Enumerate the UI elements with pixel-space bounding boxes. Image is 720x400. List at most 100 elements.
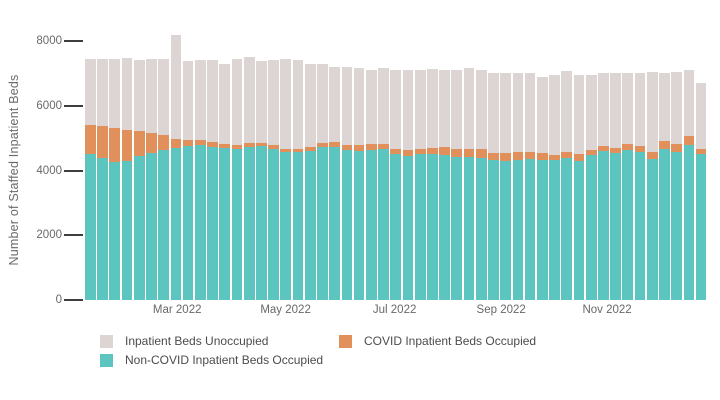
bar-segment-noncovid-occupied [573, 160, 585, 300]
bar-2022-11-04[interactable] [610, 72, 621, 300]
bar-segment-covid-occupied [463, 148, 475, 157]
bar-segment-unoccupied [317, 63, 328, 143]
bar-segment-noncovid-occupied [475, 157, 487, 300]
bar-2022-12-23[interactable] [695, 82, 707, 300]
bar-2022-04-01[interactable] [231, 58, 243, 300]
bar-2022-08-19[interactable] [475, 69, 487, 300]
bar-segment-noncovid-occupied [634, 151, 646, 300]
bar-segment-unoccupied [512, 73, 524, 153]
bar-2022-02-25[interactable] [170, 34, 182, 300]
bar-segment-covid-occupied [390, 148, 402, 154]
bar-2022-06-24[interactable] [378, 67, 389, 300]
bar-2022-12-09[interactable] [671, 72, 683, 300]
legend-item-noncovid-occupied[interactable]: Non-COVID Inpatient Beds Occupied [100, 353, 323, 367]
bar-segment-unoccupied [146, 58, 157, 133]
bar-2022-01-21[interactable] [109, 58, 121, 300]
bar-2022-04-29[interactable] [280, 58, 292, 300]
bar-segment-noncovid-occupied [292, 152, 304, 300]
bar-2022-06-03[interactable] [341, 67, 353, 300]
bar-2022-07-22[interactable] [427, 69, 438, 300]
bar-2022-01-28[interactable] [121, 57, 133, 300]
bar-2022-10-28[interactable] [598, 73, 609, 300]
bar-2022-09-23[interactable] [536, 76, 548, 300]
bar-segment-noncovid-occupied [659, 148, 670, 300]
legend-label: Non-COVID Inpatient Beds Occupied [125, 353, 324, 367]
bar-2022-03-18[interactable] [207, 60, 218, 300]
bar-2022-10-07[interactable] [561, 71, 573, 300]
bar-2022-04-15[interactable] [256, 61, 267, 300]
bar-segment-unoccupied [353, 67, 365, 145]
bar-segment-covid-occupied [365, 143, 377, 150]
bar-2022-06-10[interactable] [353, 67, 365, 300]
bar-segment-unoccupied [194, 60, 206, 140]
bar-segment-covid-occupied [207, 141, 218, 147]
bar-2022-12-16[interactable] [683, 70, 695, 300]
bar-2022-02-18[interactable] [158, 59, 169, 300]
bar-segment-covid-occupied [109, 128, 121, 163]
bar-segment-noncovid-occupied [243, 146, 255, 300]
bar-2022-05-06[interactable] [292, 59, 304, 300]
bar-segment-unoccupied [219, 63, 231, 144]
bar-2022-03-11[interactable] [194, 60, 206, 300]
bar-2022-06-17[interactable] [365, 69, 377, 300]
bar-2022-04-22[interactable] [268, 60, 279, 300]
y-tick-label: 0 [55, 294, 62, 306]
bar-2022-04-08[interactable] [243, 57, 255, 300]
bar-segment-covid-occupied [292, 148, 304, 153]
bar-2022-01-14[interactable] [97, 58, 108, 300]
bar-2022-10-21[interactable] [585, 75, 597, 300]
bar-segment-unoccupied [304, 64, 316, 148]
y-tick-mark [64, 299, 83, 301]
bar-2022-07-15[interactable] [414, 69, 426, 300]
bar-segment-covid-occupied [561, 152, 573, 158]
bar-segment-unoccupied [451, 70, 463, 149]
bar-2022-07-08[interactable] [402, 70, 414, 300]
bar-2022-07-29[interactable] [439, 69, 450, 300]
bar-segment-noncovid-occupied [268, 148, 279, 300]
bar-segment-covid-occupied [182, 139, 194, 147]
bar-2022-08-05[interactable] [451, 70, 463, 300]
bar-segment-unoccupied [634, 73, 646, 146]
bar-2022-05-27[interactable] [329, 66, 341, 300]
bar-2022-08-12[interactable] [463, 67, 475, 300]
legend-item-unoccupied[interactable]: Inpatient Beds Unoccupied [100, 334, 268, 348]
bar-segment-unoccupied [488, 72, 499, 153]
bar-segment-noncovid-occupied [427, 153, 438, 300]
bar-segment-covid-occupied [671, 143, 683, 152]
bar-segment-unoccupied [341, 67, 353, 145]
bar-segment-covid-occupied [659, 140, 670, 149]
bar-segment-unoccupied [573, 74, 585, 155]
bar-segment-unoccupied [109, 58, 121, 129]
bar-segment-unoccupied [133, 59, 145, 131]
bar-2022-03-04[interactable] [182, 61, 194, 300]
bar-2022-09-02[interactable] [500, 73, 512, 300]
bar-2022-09-16[interactable] [524, 72, 536, 300]
bar-segment-covid-occupied [549, 154, 560, 160]
bar-2022-12-02[interactable] [659, 73, 670, 300]
bar-segment-unoccupied [536, 76, 548, 153]
bar-segment-unoccupied [414, 69, 426, 150]
bar-2022-11-11[interactable] [622, 72, 634, 300]
bar-2022-05-20[interactable] [317, 63, 328, 300]
bar-2022-03-25[interactable] [219, 63, 231, 300]
bar-segment-noncovid-occupied [97, 157, 108, 300]
bar-segment-noncovid-occupied [414, 153, 426, 300]
bar-segment-covid-occupied [488, 152, 499, 160]
bar-2022-08-26[interactable] [488, 72, 499, 300]
bar-2022-02-11[interactable] [146, 58, 157, 300]
bar-segment-noncovid-occupied [378, 148, 389, 300]
bar-2022-05-13[interactable] [304, 64, 316, 300]
bar-2022-11-25[interactable] [646, 72, 658, 300]
legend-item-covid-occupied[interactable]: COVID Inpatient Beds Occupied [339, 334, 536, 348]
bar-2022-09-30[interactable] [549, 74, 560, 300]
bar-2022-02-04[interactable] [133, 59, 145, 300]
bar-segment-unoccupied [585, 75, 597, 150]
bar-2022-11-18[interactable] [634, 73, 646, 300]
bar-segment-noncovid-occupied [207, 146, 218, 300]
bar-segment-covid-occupied [97, 125, 108, 158]
bar-2022-07-01[interactable] [390, 70, 402, 300]
bar-2022-09-09[interactable] [512, 73, 524, 300]
bar-2022-01-07[interactable] [85, 58, 96, 300]
legend-swatch-unoccupied [100, 334, 113, 348]
bar-2022-10-14[interactable] [573, 74, 585, 300]
